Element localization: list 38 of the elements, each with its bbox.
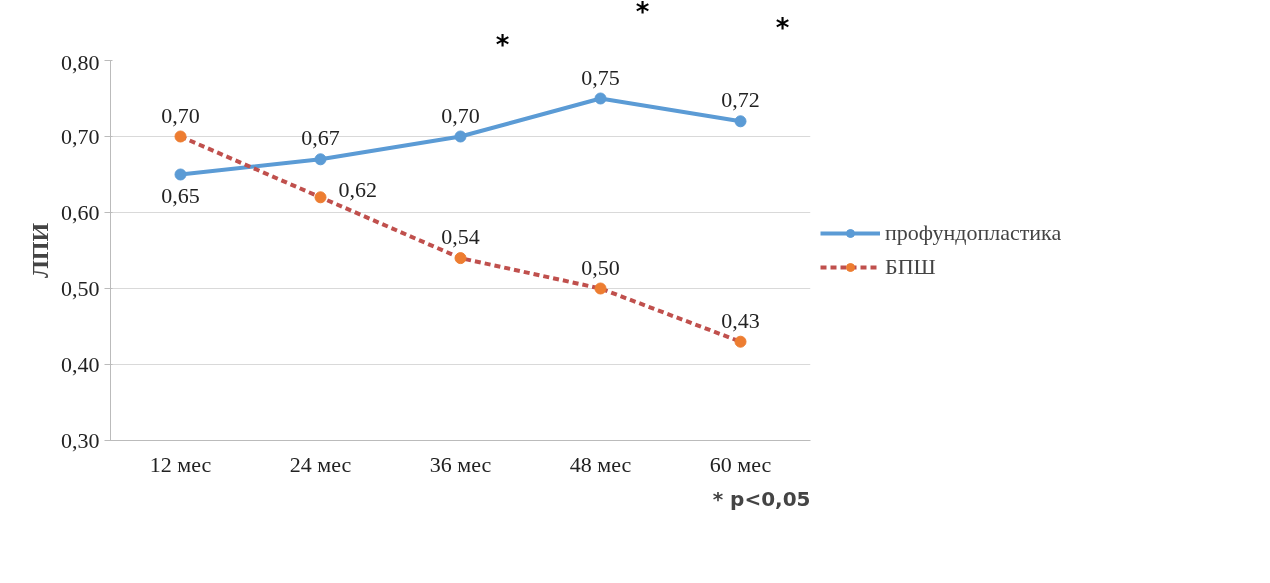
x-tick-label: 60 мес xyxy=(709,451,772,477)
y-tick-label: 0,40 xyxy=(61,351,100,377)
y-tick-label: 0,50 xyxy=(61,275,100,301)
point xyxy=(594,92,607,105)
text: * p<0,05 xyxy=(712,486,811,511)
x-tick-label: 36 мес xyxy=(429,451,492,477)
point xyxy=(734,335,747,348)
y-tick-label: 0,80 xyxy=(61,49,100,75)
text: * xyxy=(495,29,510,60)
data-label: 0,43 xyxy=(721,307,760,333)
data-label: 0,70 xyxy=(441,102,480,128)
point xyxy=(454,130,467,143)
data-label: 0,65 xyxy=(161,182,200,208)
data-label: 0,70 xyxy=(161,102,200,128)
text: * xyxy=(775,13,790,43)
point xyxy=(314,153,327,166)
point xyxy=(314,191,327,204)
y-axis-title: ЛПИ xyxy=(27,222,53,279)
legend-label: профундопластика xyxy=(885,220,1062,246)
data-label: 0,75 xyxy=(581,64,620,90)
x-tick-label: 24 мес xyxy=(289,451,352,477)
point xyxy=(174,130,187,143)
y-tick-label: 0,30 xyxy=(61,427,100,453)
data-label: 0,62 xyxy=(338,177,377,203)
x-tick-label: 48 мес xyxy=(569,451,632,477)
point xyxy=(594,282,607,295)
y-tick-label: 0,60 xyxy=(61,199,100,225)
point xyxy=(454,252,467,265)
point xyxy=(734,115,747,128)
data-label: 0,72 xyxy=(721,87,760,113)
text: * xyxy=(635,0,650,27)
data-label: 0,54 xyxy=(441,224,480,250)
point xyxy=(174,168,187,181)
data-label: 0,67 xyxy=(301,125,340,151)
data-label: 0,50 xyxy=(581,254,620,280)
y-tick-label: 0,70 xyxy=(61,123,100,149)
legend-label: БПШ xyxy=(885,254,936,280)
x-tick-label: 12 мес xyxy=(149,451,212,477)
